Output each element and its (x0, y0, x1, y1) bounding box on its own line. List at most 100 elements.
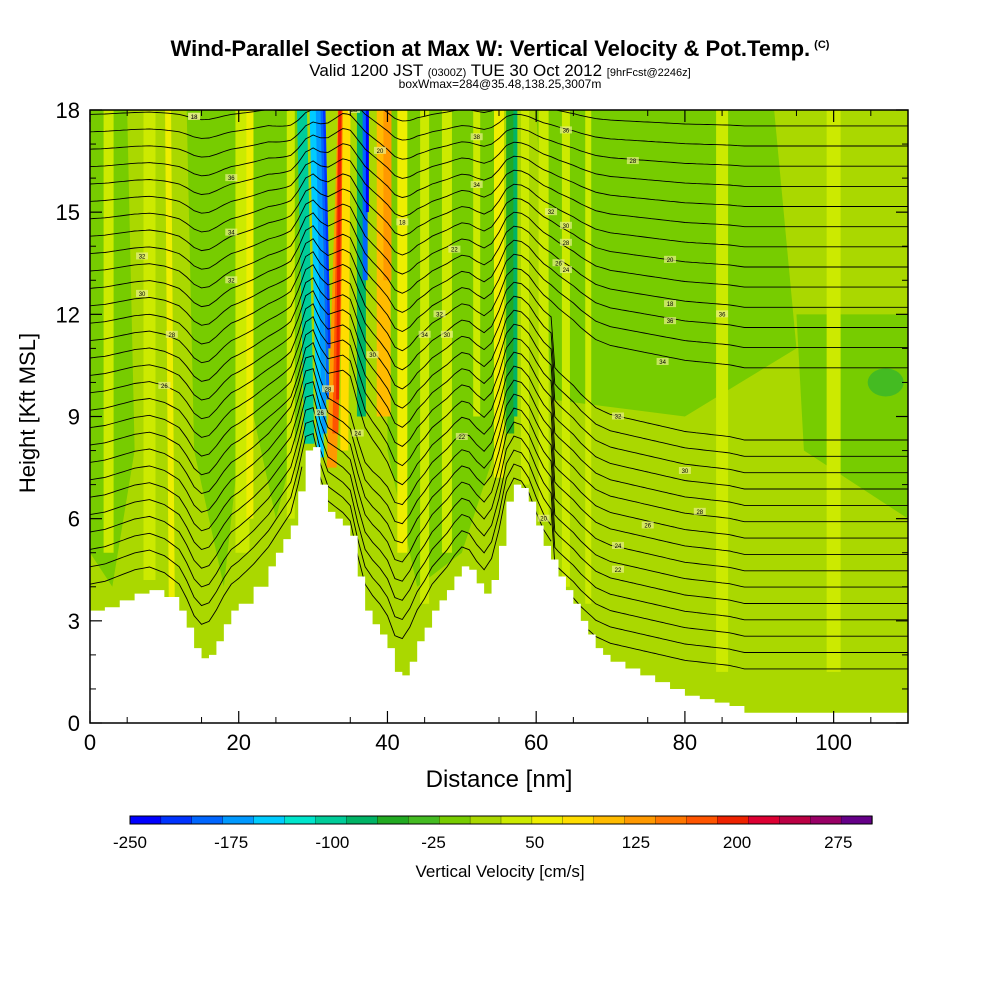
x-tick-label: 100 (815, 730, 852, 755)
chart-subsubtitle: boxWmax=284@35.48,138.25,3007m (398, 77, 602, 91)
colorbar-swatch (377, 815, 409, 825)
contour-label-bg (321, 385, 334, 393)
contour-label-bg (545, 208, 558, 216)
contour-label-bg (678, 466, 691, 474)
isentrope-line (90, 264, 908, 441)
isentrope-line (90, 158, 908, 228)
velocity-band (826, 110, 841, 672)
contour-label-bg (611, 412, 624, 420)
y-axis-label: Height [Kft MSL] (15, 332, 40, 494)
contour-label: 30 (563, 224, 570, 230)
x-axis-label: Distance [nm] (425, 766, 573, 793)
y-tick-label: 3 (68, 609, 80, 634)
contour-label: 28 (696, 510, 703, 516)
isentrope-line (90, 199, 908, 288)
isentrope-line (90, 420, 908, 637)
velocity-band (513, 110, 518, 417)
velocity-band (296, 110, 315, 444)
y-tick-label: 15 (56, 200, 80, 225)
colorbar-swatch (222, 815, 255, 825)
x-tick-label: 20 (226, 730, 250, 755)
contour-label-bg (418, 330, 431, 338)
contour-label: 30 (444, 333, 451, 339)
copyright-mark: (C) (814, 38, 830, 51)
contour-label-bg (455, 432, 468, 440)
contour-label-bg (470, 180, 483, 188)
isentrope-line (90, 368, 908, 572)
contour-label-bg (693, 507, 706, 515)
colorbar-tick-label: -175 (214, 833, 248, 852)
contour-label: 24 (563, 268, 570, 274)
y-tick-label: 12 (56, 302, 80, 327)
colorbar-swatch (191, 815, 224, 825)
chart-subtitle: Valid 1200 JST (0300Z) TUE 30 Oct 2012 [… (0, 61, 1000, 81)
colorbar-swatch (346, 815, 378, 825)
contour-label-bg (188, 112, 201, 120)
isentrope-line (90, 113, 908, 167)
subtitle-forecast: [9hrFcst@2246z] (606, 67, 691, 79)
field-region (796, 314, 908, 519)
contour-label-bg (165, 330, 178, 338)
isentrope-line (90, 128, 908, 187)
contour-label: 26 (555, 261, 562, 267)
subtitle-valid: Valid 1200 JST (309, 61, 424, 80)
colorbar-swatch (717, 815, 749, 825)
contour-label-bg (559, 266, 572, 274)
contour-label: 34 (228, 231, 235, 237)
velocity-band (165, 110, 175, 604)
colorbar-swatch (779, 815, 811, 825)
contour-label-bg (433, 310, 446, 318)
y-tick-label: 9 (68, 405, 80, 430)
colorbar-tick-label: 275 (824, 833, 852, 852)
contour-label-bg (448, 245, 461, 253)
contour-label: 36 (563, 128, 570, 134)
contour-label-bg (559, 238, 572, 246)
contour-label-bg (314, 409, 327, 417)
contour-label-bg (351, 429, 364, 437)
colorbar-swatch (160, 815, 193, 825)
contour-label-bg (366, 351, 379, 359)
contour-label: 26 (317, 411, 324, 417)
contour-label: 22 (458, 435, 465, 441)
x-tick-label: 0 (84, 730, 96, 755)
contour-label: 20 (377, 149, 384, 155)
colorbar-swatch (315, 815, 348, 825)
colorbar-swatch (500, 815, 533, 825)
contour-label-bg (136, 289, 149, 297)
y-tick-label: 0 (68, 711, 80, 736)
contour-label: 32 (228, 278, 235, 284)
velocity-band (103, 110, 114, 553)
contour-label-bg (641, 521, 654, 529)
contour-label: 20 (540, 517, 547, 523)
contour-label: 22 (615, 568, 622, 574)
colorbar-swatch (624, 815, 657, 825)
contour-label: 24 (354, 432, 361, 438)
velocity-band (561, 110, 570, 587)
colorbar-swatch (686, 815, 719, 825)
colorbar-tick-label: -100 (315, 833, 349, 852)
velocity-band (521, 110, 530, 485)
colorbar-swatch (655, 815, 688, 825)
colorbar-label: Vertical Velocity [cm/s] (415, 862, 585, 881)
contour-label: 34 (473, 183, 480, 189)
subtitle-date: TUE 30 Oct 2012 (470, 61, 603, 80)
contour-label: 36 (667, 319, 674, 325)
isentrope-line (90, 341, 908, 539)
contour-label-bg (611, 541, 624, 549)
contour-label-bg (626, 157, 639, 165)
isentrope-line (90, 394, 908, 604)
contour-label: 30 (682, 469, 689, 475)
contour-label-bg (396, 218, 409, 226)
contour-label: 28 (563, 241, 570, 247)
contour-label-bg (611, 565, 624, 573)
colorbar-swatch (439, 815, 471, 825)
isentrope-line (90, 173, 908, 248)
contour-label: 30 (369, 353, 376, 359)
contour-label: 26 (161, 384, 168, 390)
contour-label: 32 (436, 312, 443, 318)
contour-label-bg (664, 255, 677, 263)
colorbar-swatch (253, 815, 286, 825)
contour-label: 36 (719, 312, 726, 318)
contour-label: 34 (421, 333, 428, 339)
isentrope-line (90, 290, 908, 474)
